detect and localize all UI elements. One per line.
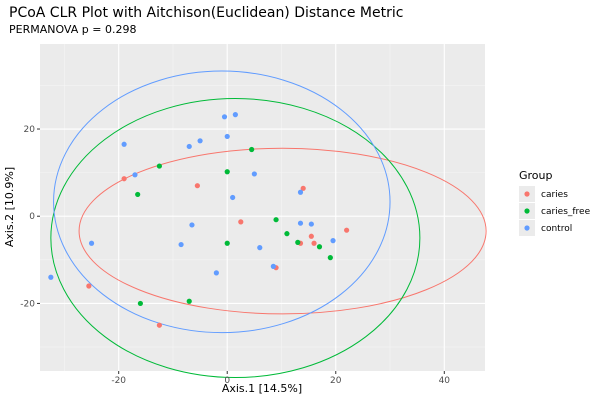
y-axis-title: Axis.2 [10.9%] [3,167,16,247]
point-control [232,112,238,118]
point-caries_free [224,169,230,175]
y-tick-label: 20 [24,125,36,135]
x-tick-label: 40 [439,376,451,386]
confidence-ellipses [50,70,487,379]
x-axis-title: Axis.1 [14.5%] [222,382,302,395]
point-caries [308,233,314,239]
point-caries_free [316,244,323,250]
point-caries_free [186,298,192,304]
y-tick-label: -20 [20,299,35,309]
point-control [132,172,138,178]
legend-label-caries_free: caries_free [541,207,591,217]
point-caries_free [327,255,333,261]
legend-title: Group [519,169,553,182]
point-control [213,270,219,276]
axis-ticks: -20 0 20 40 -20 0 20 [20,125,450,386]
point-control [121,141,127,147]
point-control [197,138,203,144]
legend-label-caries: caries [541,190,568,200]
x-tick-label: 0 [224,376,230,386]
point-caries_free [135,191,141,198]
point-caries [194,183,200,189]
point-control [330,238,336,244]
x-tick-label: 20 [330,376,342,386]
legend-swatch-caries [524,191,530,197]
x-tick-label: -20 [111,376,126,386]
point-caries [156,322,162,328]
point-caries_free [249,146,255,153]
legend-label-control: control [541,224,572,234]
point-control [308,221,314,227]
point-control [48,274,54,280]
point-caries [311,240,317,246]
point-control [178,241,184,248]
point-caries [86,283,92,289]
chart-title: PCoA CLR Plot with Aitchison(Euclidean) … [9,5,403,21]
point-caries [300,185,306,191]
point-caries_free [273,217,279,223]
point-control [230,194,236,201]
point-control [186,143,192,150]
point-caries_free [137,300,143,307]
data-points [48,112,350,328]
ellipse-caries_free [50,98,421,379]
point-control [88,240,95,246]
point-caries_free [156,163,162,169]
point-caries [121,176,127,182]
grid-lines [40,44,485,371]
ellipse-caries [78,147,487,315]
chart-subtitle: PERMANOVA p = 0.298 [9,23,136,36]
point-control [221,114,228,120]
point-control [189,222,195,228]
point-caries_free [284,231,290,237]
point-control [297,189,304,195]
point-control [270,263,276,269]
ellipse-control [53,70,391,334]
point-caries [344,227,350,233]
point-caries_free [224,240,230,246]
point-caries [238,219,244,225]
point-control [251,171,257,177]
point-control [297,220,304,226]
legend-swatch-caries_free [524,208,530,214]
point-caries_free [295,239,301,245]
point-control [224,133,230,140]
point-control [257,245,263,251]
y-tick-label: 0 [29,212,35,222]
plot-panel [40,44,485,371]
legend-swatch-control [524,225,530,231]
